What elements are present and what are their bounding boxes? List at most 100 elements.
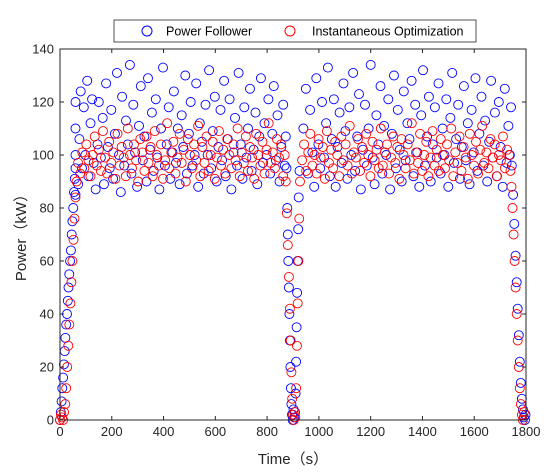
point-power-follower-249 — [464, 179, 475, 190]
point-instantaneous-optimization-155 — [336, 131, 347, 142]
point-instantaneous-optimization-50 — [141, 131, 152, 142]
point-instantaneous-optimization-150 — [326, 144, 337, 155]
point-instantaneous-optimization-13 — [68, 234, 79, 245]
point-instantaneous-optimization-112 — [269, 163, 280, 174]
point-instantaneous-optimization-169 — [365, 171, 376, 182]
point-instantaneous-optimization-12 — [67, 256, 78, 266]
axis-ticks: 0 200 400 600 800 1000 1200 1400 1600 1800 0 20 40 60… — [32, 42, 540, 440]
point-power-follower-10 — [62, 295, 73, 306]
point-power-follower-266 — [497, 181, 508, 192]
point-power-follower-210 — [389, 70, 399, 81]
point-power-follower-237 — [441, 94, 452, 105]
point-instantaneous-optimization-94 — [232, 123, 243, 134]
point-instantaneous-optimization-53 — [147, 171, 158, 182]
point-instantaneous-optimization-24 — [87, 150, 98, 160]
point-power-follower-1 — [55, 407, 66, 418]
point-power-follower-192 — [354, 89, 364, 100]
point-instantaneous-optimization-135 — [295, 176, 305, 187]
x-tick-label-600: 600 — [204, 424, 226, 439]
point-power-follower-270 — [504, 150, 515, 160]
point-instantaneous-optimization-158 — [342, 160, 353, 171]
point-power-follower-179 — [328, 94, 339, 105]
point-instantaneous-optimization-203 — [435, 134, 446, 145]
point-instantaneous-optimization-242 — [510, 282, 521, 293]
point-power-follower-27 — [75, 86, 86, 97]
point-instantaneous-optimization-119 — [281, 208, 292, 219]
point-instantaneous-optimization-166 — [359, 157, 370, 168]
point-instantaneous-optimization-136 — [297, 155, 308, 166]
point-instantaneous-optimization-95 — [234, 171, 245, 182]
point-instantaneous-optimization-198 — [425, 152, 436, 163]
point-instantaneous-optimization-51 — [143, 157, 154, 168]
point-instantaneous-optimization-69 — [180, 176, 191, 187]
point-power-follower-259 — [484, 136, 495, 147]
point-power-follower-50 — [115, 187, 126, 198]
point-instantaneous-optimization-5 — [60, 399, 71, 410]
point-power-follower-214 — [396, 176, 407, 187]
point-instantaneous-optimization-66 — [174, 128, 185, 139]
point-instantaneous-optimization-27 — [93, 144, 104, 155]
point-power-follower-276 — [511, 277, 522, 288]
point-instantaneous-optimization-125 — [287, 393, 298, 404]
point-power-follower-46 — [108, 173, 119, 184]
point-instantaneous-optimization-172 — [371, 144, 382, 155]
point-instantaneous-optimization-215 — [460, 152, 471, 163]
point-power-follower-40 — [97, 112, 108, 123]
point-instantaneous-optimization-151 — [328, 163, 339, 174]
point-power-follower-235 — [437, 123, 448, 134]
point-instantaneous-optimization-138 — [301, 165, 312, 176]
point-power-follower-56 — [126, 168, 137, 179]
point-instantaneous-optimization-187 — [402, 139, 413, 150]
point-instantaneous-optimization-109 — [263, 118, 274, 129]
point-instantaneous-optimization-229 — [489, 139, 500, 150]
point-power-follower-209 — [386, 128, 397, 139]
point-instantaneous-optimization-57 — [156, 139, 166, 150]
point-instantaneous-optimization-236 — [504, 150, 515, 160]
point-power-follower-47 — [109, 128, 120, 139]
point-power-follower-202 — [373, 139, 384, 150]
point-instantaneous-optimization-11 — [66, 277, 77, 288]
point-instantaneous-optimization-194 — [417, 165, 428, 176]
point-power-follower-149 — [285, 383, 296, 394]
point-power-follower-53 — [121, 115, 131, 126]
point-power-follower-76 — [163, 102, 174, 113]
point-instantaneous-optimization-75 — [193, 120, 204, 131]
point-power-follower-113 — [232, 160, 243, 171]
point-power-follower-230 — [427, 139, 438, 150]
point-power-follower-224 — [416, 110, 427, 121]
point-instantaneous-optimization-170 — [367, 136, 378, 147]
point-instantaneous-optimization-79 — [201, 131, 212, 142]
point-power-follower-15 — [66, 229, 77, 240]
point-instantaneous-optimization-197 — [423, 171, 434, 182]
point-instantaneous-optimization-86 — [216, 160, 226, 171]
plot-frame — [59, 48, 527, 421]
point-instantaneous-optimization-182 — [392, 142, 403, 152]
point-power-follower-170 — [311, 73, 322, 84]
point-instantaneous-optimization-107 — [259, 168, 270, 179]
point-power-follower-264 — [493, 97, 504, 107]
point-power-follower-119 — [243, 123, 253, 134]
point-power-follower-277 — [512, 303, 523, 314]
point-power-follower-258 — [482, 176, 493, 187]
point-instantaneous-optimization-15 — [70, 192, 81, 203]
point-instantaneous-optimization-219 — [469, 160, 479, 171]
point-power-follower-58 — [130, 147, 141, 158]
point-power-follower-80 — [171, 157, 181, 168]
point-power-follower-145 — [283, 282, 294, 293]
point-power-follower-115 — [235, 139, 246, 150]
point-power-follower-198 — [365, 59, 376, 70]
point-power-follower-193 — [355, 184, 366, 195]
point-power-follower-102 — [211, 176, 222, 187]
point-power-follower-18 — [69, 187, 79, 198]
point-instantaneous-optimization-42 — [124, 150, 135, 160]
point-power-follower-45 — [106, 104, 117, 115]
point-instantaneous-optimization-211 — [452, 157, 463, 168]
point-power-follower-120 — [245, 83, 255, 94]
point-instantaneous-optimization-39 — [118, 152, 129, 163]
point-instantaneous-optimization-76 — [195, 171, 206, 182]
point-power-follower-77 — [165, 173, 176, 184]
point-power-follower-133 — [268, 81, 279, 92]
point-power-follower-183 — [336, 157, 347, 168]
point-instantaneous-optimization-82 — [207, 136, 218, 147]
point-power-follower-117 — [239, 102, 250, 113]
